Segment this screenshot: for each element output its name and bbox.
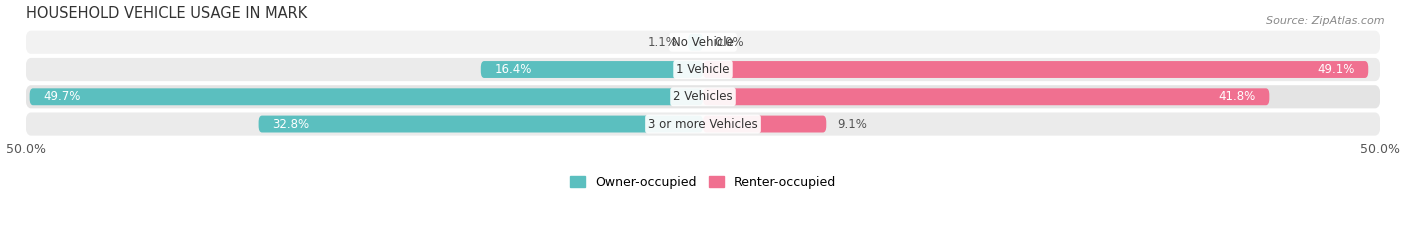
FancyBboxPatch shape: [30, 88, 703, 105]
Text: HOUSEHOLD VEHICLE USAGE IN MARK: HOUSEHOLD VEHICLE USAGE IN MARK: [25, 6, 307, 21]
Text: 32.8%: 32.8%: [273, 117, 309, 130]
FancyBboxPatch shape: [703, 61, 1368, 78]
FancyBboxPatch shape: [25, 113, 1381, 136]
Text: Source: ZipAtlas.com: Source: ZipAtlas.com: [1267, 16, 1385, 26]
Text: 0.0%: 0.0%: [714, 36, 744, 49]
Text: 2 Vehicles: 2 Vehicles: [673, 90, 733, 103]
Text: 3 or more Vehicles: 3 or more Vehicles: [648, 117, 758, 130]
Text: 1.1%: 1.1%: [647, 36, 678, 49]
FancyBboxPatch shape: [703, 88, 1270, 105]
Text: 49.1%: 49.1%: [1317, 63, 1355, 76]
Text: 16.4%: 16.4%: [495, 63, 531, 76]
Text: 41.8%: 41.8%: [1219, 90, 1256, 103]
FancyBboxPatch shape: [259, 116, 703, 133]
FancyBboxPatch shape: [25, 85, 1381, 108]
Text: No Vehicle: No Vehicle: [672, 36, 734, 49]
Text: 9.1%: 9.1%: [837, 117, 868, 130]
Text: 49.7%: 49.7%: [44, 90, 80, 103]
FancyBboxPatch shape: [688, 34, 703, 51]
Legend: Owner-occupied, Renter-occupied: Owner-occupied, Renter-occupied: [565, 171, 841, 194]
FancyBboxPatch shape: [703, 116, 827, 133]
FancyBboxPatch shape: [25, 58, 1381, 81]
FancyBboxPatch shape: [25, 31, 1381, 54]
FancyBboxPatch shape: [481, 61, 703, 78]
Text: 1 Vehicle: 1 Vehicle: [676, 63, 730, 76]
